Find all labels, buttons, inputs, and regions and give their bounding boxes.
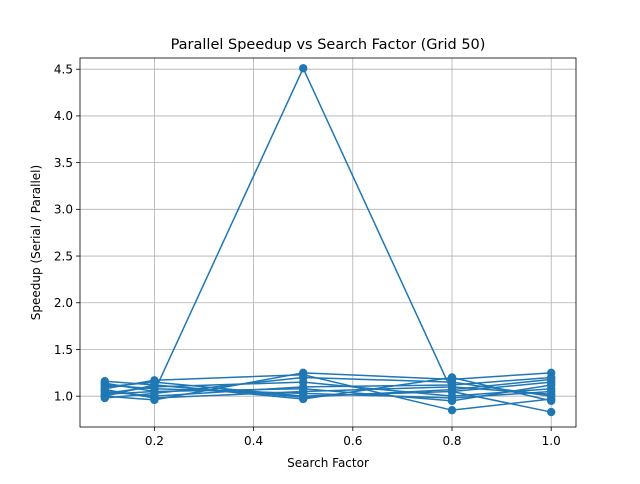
data-point: [447, 385, 457, 394]
data-point: [447, 405, 457, 415]
y-tick-label: 2.0: [54, 296, 73, 310]
data-point: [299, 377, 308, 387]
data-point: [547, 375, 556, 384]
data-point: [299, 384, 308, 393]
y-tick-label: 3.0: [54, 203, 73, 217]
data-point: [299, 392, 308, 402]
data-point: [150, 393, 159, 403]
x-axis-ticks: 0.2 0.4 0.6 0.8 1.0: [145, 427, 561, 448]
data-point: [100, 391, 110, 401]
data-point: [547, 407, 556, 417]
y-axis-label: Speedup (Serial / Parallel): [29, 165, 43, 320]
data-point: [547, 390, 556, 399]
chart-title: Parallel Speedup vs Search Factor (Grid …: [171, 37, 486, 53]
x-axis-label: Search Factor: [287, 456, 369, 470]
y-tick-label: 1.0: [54, 389, 73, 403]
data-point: [150, 387, 159, 396]
x-tick-label: 1.0: [542, 434, 561, 448]
x-tick-label: 0.4: [244, 434, 263, 448]
y-tick-label: 3.5: [54, 156, 73, 170]
plot-area-frame: [79, 57, 577, 428]
data-point: [100, 385, 110, 394]
x-tick-label: 0.2: [145, 434, 164, 448]
y-tick-label: 4.5: [54, 63, 73, 77]
data-point: [299, 64, 308, 73]
series-markers: [100, 64, 556, 417]
x-tick-label: 0.8: [442, 434, 461, 448]
y-tick-label: 1.5: [54, 343, 73, 357]
data-point: [447, 396, 457, 406]
y-tick-label: 2.5: [54, 249, 73, 263]
x-tick-label: 0.6: [343, 434, 362, 448]
data-point: [100, 378, 110, 388]
data-point: [150, 380, 159, 390]
y-tick-label: 4.0: [54, 109, 73, 123]
y-axis-ticks: 1.0 1.5 2.0 2.5 3.0 3.5 4.0 4.5: [54, 63, 80, 403]
